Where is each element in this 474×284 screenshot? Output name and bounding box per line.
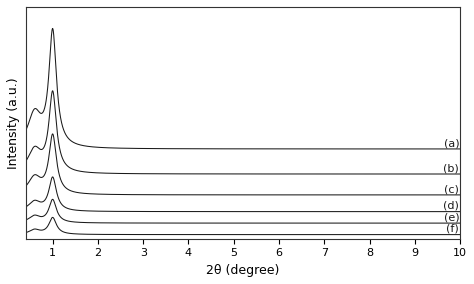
Text: (d): (d)	[443, 201, 459, 211]
Text: (f): (f)	[447, 224, 459, 234]
X-axis label: 2θ (degree): 2θ (degree)	[206, 264, 280, 277]
Text: (a): (a)	[444, 138, 459, 148]
Text: (c): (c)	[444, 184, 459, 194]
Y-axis label: Intensity (a.u.): Intensity (a.u.)	[7, 77, 20, 169]
Text: (e): (e)	[444, 212, 459, 222]
Text: (b): (b)	[443, 163, 459, 173]
